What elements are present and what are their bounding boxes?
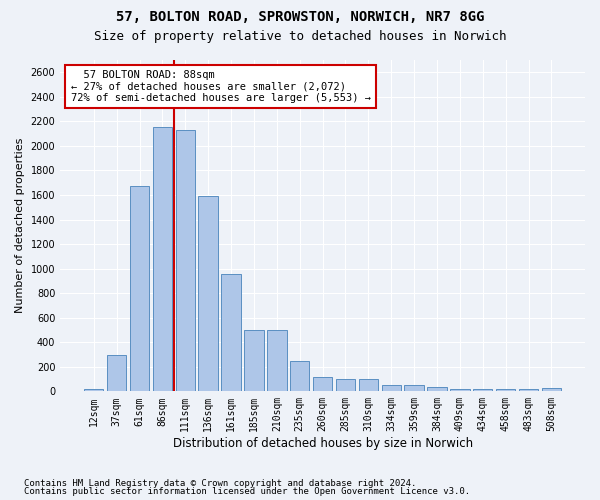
Bar <box>290 360 310 392</box>
Bar <box>496 389 515 392</box>
Bar <box>176 130 195 392</box>
Bar <box>221 274 241 392</box>
Bar <box>359 379 378 392</box>
Bar <box>336 379 355 392</box>
Text: Contains public sector information licensed under the Open Government Licence v3: Contains public sector information licen… <box>24 487 470 496</box>
Bar <box>450 389 470 392</box>
Text: Size of property relative to detached houses in Norwich: Size of property relative to detached ho… <box>94 30 506 43</box>
Bar <box>382 385 401 392</box>
Y-axis label: Number of detached properties: Number of detached properties <box>15 138 25 314</box>
Bar <box>267 330 287 392</box>
Bar <box>199 196 218 392</box>
Bar <box>542 388 561 392</box>
Bar <box>244 330 263 392</box>
Text: 57 BOLTON ROAD: 88sqm
← 27% of detached houses are smaller (2,072)
72% of semi-d: 57 BOLTON ROAD: 88sqm ← 27% of detached … <box>71 70 371 103</box>
Bar <box>404 385 424 392</box>
Text: 57, BOLTON ROAD, SPROWSTON, NORWICH, NR7 8GG: 57, BOLTON ROAD, SPROWSTON, NORWICH, NR7… <box>116 10 484 24</box>
Bar <box>152 128 172 392</box>
Bar <box>427 387 447 392</box>
Bar <box>107 354 127 392</box>
Bar <box>519 389 538 392</box>
Bar <box>313 376 332 392</box>
Bar <box>473 389 493 392</box>
Bar <box>84 388 103 392</box>
X-axis label: Distribution of detached houses by size in Norwich: Distribution of detached houses by size … <box>173 437 473 450</box>
Bar <box>130 186 149 392</box>
Text: Contains HM Land Registry data © Crown copyright and database right 2024.: Contains HM Land Registry data © Crown c… <box>24 478 416 488</box>
